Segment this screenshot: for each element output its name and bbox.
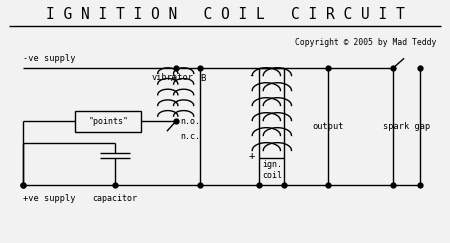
- Text: "points": "points": [88, 117, 128, 126]
- Text: -ve supply: -ve supply: [22, 54, 75, 63]
- Text: ign.
coil: ign. coil: [262, 160, 282, 180]
- Text: vibrator: vibrator: [152, 73, 194, 82]
- Bar: [76, 111, 141, 132]
- Text: n.o.: n.o.: [180, 117, 200, 126]
- Text: n.c.: n.c.: [180, 131, 200, 141]
- Text: A: A: [171, 74, 176, 83]
- Text: I G N I T I O N   C O I L   C I R C U I T: I G N I T I O N C O I L C I R C U I T: [45, 7, 405, 22]
- Text: +: +: [249, 150, 255, 161]
- Text: capacitor: capacitor: [93, 194, 138, 203]
- Text: -: -: [249, 70, 255, 80]
- Text: +ve supply: +ve supply: [22, 194, 75, 203]
- Text: Copyright © 2005 by Mad Teddy: Copyright © 2005 by Mad Teddy: [295, 38, 436, 47]
- Text: output: output: [312, 122, 344, 131]
- Bar: [259, 68, 284, 158]
- Text: B: B: [200, 74, 205, 83]
- Text: spark gap: spark gap: [383, 122, 430, 131]
